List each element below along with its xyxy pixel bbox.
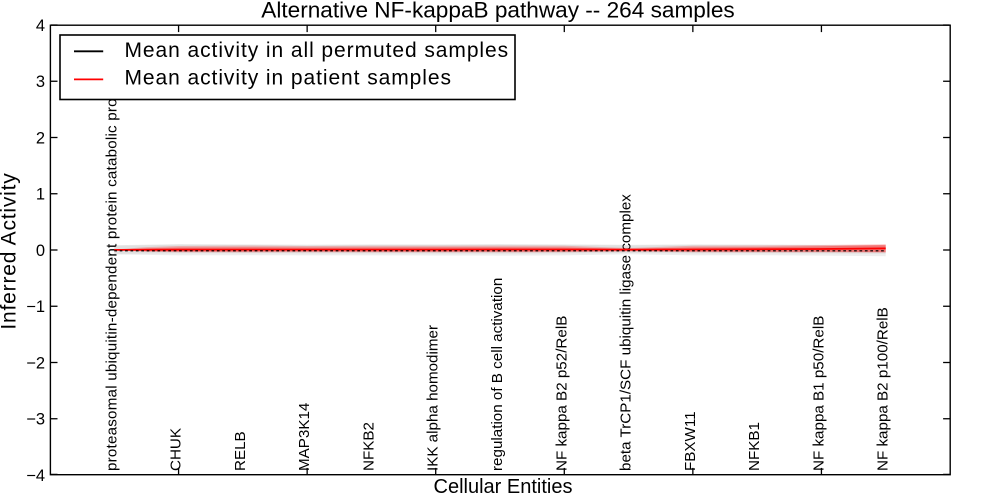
svg-text:regulation of B cell activatio: regulation of B cell activation [489,278,506,471]
svg-text:proteasomal ubiquitin-dependen: proteasomal ubiquitin-dependent protein … [103,66,120,471]
svg-text:IKK alpha homodimer: IKK alpha homodimer [425,325,442,471]
svg-text:−2: −2 [26,354,45,372]
svg-text:NFKB1: NFKB1 [746,422,763,471]
svg-text:NF kappa B2 p100/RelB: NF kappa B2 p100/RelB [875,307,892,471]
svg-text:Mean activity in patient sampl: Mean activity in patient samples [125,67,452,90]
svg-text:0: 0 [36,242,45,260]
svg-text:FBXW11: FBXW11 [682,411,699,471]
svg-text:NFKB2: NFKB2 [360,422,377,471]
svg-text:Inferred Activity: Inferred Activity [0,172,21,329]
svg-text:2: 2 [36,129,45,147]
svg-text:−3: −3 [26,411,45,429]
svg-text:Cellular Entities: Cellular Entities [434,476,573,498]
svg-text:beta TrCP1/SCF ubiquitin ligas: beta TrCP1/SCF ubiquitin ligase complex [618,194,635,471]
svg-text:CHUK: CHUK [168,428,185,471]
svg-text:RELB: RELB [232,431,249,471]
svg-text:MAP3K14: MAP3K14 [296,403,313,471]
svg-text:Alternative NF-kappaB pathway: Alternative NF-kappaB pathway -- 264 sam… [261,0,734,23]
svg-text:NF kappa B2 p52/RelB: NF kappa B2 p52/RelB [553,316,570,471]
svg-text:4: 4 [36,17,45,35]
svg-text:1: 1 [36,186,45,204]
svg-text:NF kappa B1 p50/RelB: NF kappa B1 p50/RelB [810,316,827,471]
svg-text:−4: −4 [26,467,45,485]
svg-text:3: 3 [36,73,45,91]
svg-text:Mean activity in all permuted: Mean activity in all permuted samples [125,39,510,62]
svg-text:−1: −1 [26,298,45,316]
